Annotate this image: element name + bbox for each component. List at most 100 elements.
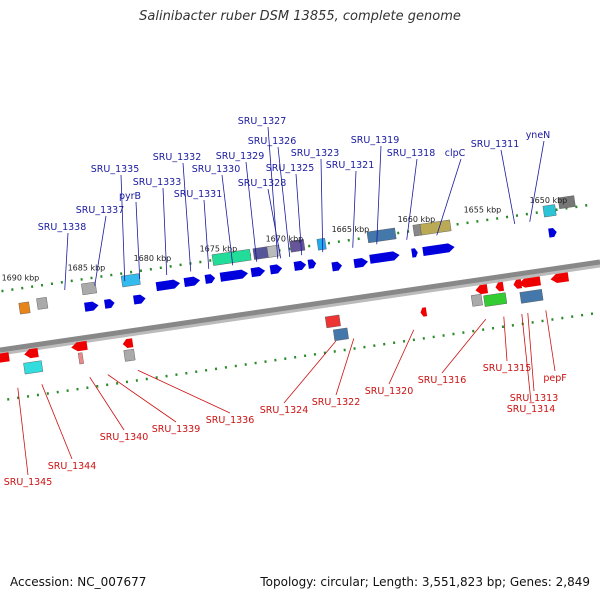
reverse-leader-line — [335, 338, 355, 396]
reverse-leader-line — [17, 387, 29, 476]
tick-row-lower — [7, 311, 600, 401]
tick-row-upper — [0, 203, 592, 293]
forward-leader-line — [295, 173, 303, 256]
gene-features — [0, 195, 576, 375]
forward-leader-line — [436, 158, 462, 236]
forward-leader-line — [94, 215, 107, 286]
reverse-leader-line — [521, 313, 532, 403]
forward-gene-label: SRU_1332 — [153, 152, 202, 163]
forward-leader-line — [529, 140, 545, 222]
kbp-tick-label: 1690 kbp — [2, 273, 40, 282]
forward-gene-labels: SRU_1338SRU_1337SRU_1335pyrBSRU_1333SRU_… — [38, 116, 550, 290]
forward-gene-label: SRU_1321 — [326, 160, 375, 171]
forward-gene-block — [18, 301, 31, 315]
reverse-leader-line — [545, 310, 556, 372]
forward-gene-label: SRU_1329 — [216, 151, 265, 162]
forward-gene-arrow — [411, 248, 418, 258]
forward-gene-arrow — [369, 251, 400, 264]
forward-gene-block — [36, 296, 49, 310]
forward-gene-label: SRU_1333 — [133, 177, 182, 188]
reverse-gene-label: SRU_1320 — [365, 386, 414, 397]
forward-gene-arrow — [548, 227, 557, 238]
reverse-leader-line — [283, 340, 337, 404]
forward-gene-block — [542, 204, 557, 218]
reverse-gene-arrow — [513, 279, 523, 289]
reverse-gene-arrow — [495, 281, 505, 292]
reverse-leader-line — [441, 318, 487, 374]
forward-leader-line — [182, 162, 192, 272]
reverse-leader-line — [89, 377, 125, 431]
reverse-gene-block — [77, 352, 84, 365]
reverse-gene-arrow — [550, 272, 570, 283]
reverse-gene-label: SRU_1324 — [260, 405, 309, 416]
forward-gene-block — [120, 273, 141, 288]
reverse-leader-line — [503, 316, 508, 362]
kbp-tick-label: 1675 kbp — [200, 244, 238, 253]
reverse-gene-label: SRU_1322 — [312, 397, 361, 408]
forward-gene-arrow — [204, 274, 216, 284]
forward-gene-block — [81, 281, 97, 296]
reverse-gene-block — [123, 348, 136, 362]
forward-gene-block — [366, 227, 397, 244]
forward-gene-block — [316, 237, 327, 251]
kbp-tick-label: 1665 kbp — [332, 225, 370, 234]
kbp-tick-label: 1660 kbp — [398, 215, 436, 224]
forward-gene-arrow — [293, 260, 307, 271]
reverse-gene-arrow — [122, 338, 134, 348]
reverse-gene-label: SRU_1313 — [510, 393, 559, 404]
forward-gene-label: SRU_1328 — [238, 178, 287, 189]
backbone-line — [0, 259, 600, 353]
reverse-gene-arrow — [518, 276, 541, 288]
forward-leader-line — [120, 174, 126, 282]
forward-gene-label: SRU_1319 — [351, 135, 400, 146]
forward-gene-label: SRU_1318 — [387, 148, 436, 159]
reverse-leader-line — [527, 312, 535, 392]
kbp-tick-label: 1680 kbp — [134, 254, 172, 263]
forward-gene-arrow — [353, 258, 368, 269]
genome-backbone — [0, 259, 600, 356]
forward-gene-label: SRU_1335 — [91, 164, 140, 175]
reverse-gene-block — [23, 360, 44, 375]
forward-gene-label: SRU_1338 — [38, 222, 87, 233]
reverse-gene-block — [483, 292, 508, 307]
reverse-gene-label: SRU_1344 — [48, 461, 97, 472]
reverse-leader-line — [137, 369, 231, 414]
reverse-gene-label: pepF — [543, 373, 566, 384]
forward-leader-line — [500, 149, 516, 225]
forward-leader-line — [162, 187, 168, 276]
forward-gene-label: clpC — [445, 148, 466, 159]
reverse-gene-block — [324, 314, 341, 329]
accession-text: Accession: NC_007677 — [10, 575, 147, 589]
forward-gene-label: SRU_1326 — [248, 136, 297, 147]
reverse-gene-label: SRU_1336 — [206, 415, 255, 426]
forward-gene-label: SRU_1330 — [192, 164, 241, 175]
reverse-gene-block — [332, 327, 349, 342]
forward-leader-line — [406, 158, 418, 240]
reverse-gene-label: SRU_1345 — [4, 477, 53, 488]
forward-gene-arrow — [104, 299, 115, 309]
forward-gene-arrow — [155, 279, 181, 292]
reverse-gene-label: SRU_1316 — [418, 375, 467, 386]
forward-gene-block — [419, 219, 452, 236]
forward-gene-arrow — [133, 294, 146, 305]
forward-gene-label: SRU_1323 — [291, 148, 340, 159]
forward-gene-arrow — [84, 301, 99, 312]
forward-leader-line — [203, 199, 210, 269]
forward-gene-arrow — [219, 269, 249, 282]
forward-gene-arrow — [331, 261, 343, 272]
forward-leader-line — [135, 201, 141, 279]
reverse-leader-line — [107, 374, 177, 423]
forward-gene-arrow — [269, 264, 283, 275]
forward-leader-line — [245, 161, 258, 262]
reverse-gene-label: SRU_1314 — [507, 404, 556, 415]
map-title: Salinibacter ruber DSM 13855, complete g… — [139, 9, 461, 24]
forward-leader-line — [64, 232, 69, 290]
reverse-gene-arrow — [24, 348, 39, 359]
reverse-gene-block — [470, 293, 483, 307]
kbp-tick-label: 1655 kbp — [464, 206, 502, 215]
reverse-gene-arrow — [0, 352, 10, 363]
forward-gene-arrow — [422, 243, 455, 257]
forward-gene-arrow — [183, 276, 201, 287]
